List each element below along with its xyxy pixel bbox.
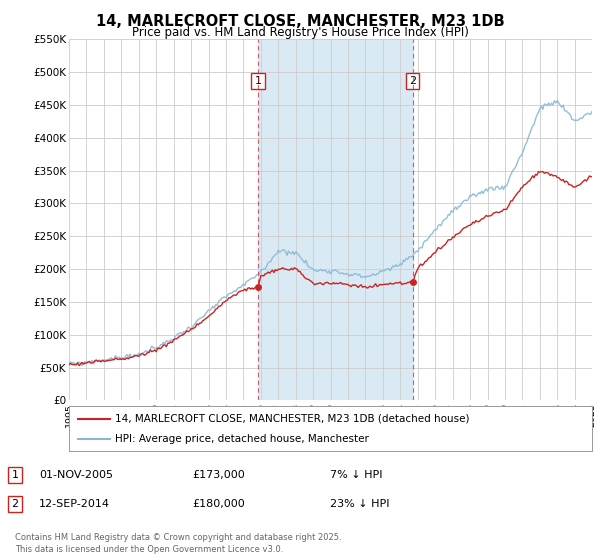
Text: £180,000: £180,000 (192, 499, 245, 509)
Text: 2: 2 (409, 76, 416, 86)
Text: 12-SEP-2014: 12-SEP-2014 (39, 499, 110, 509)
Text: 2: 2 (11, 499, 19, 509)
Text: 14, MARLECROFT CLOSE, MANCHESTER, M23 1DB (detached house): 14, MARLECROFT CLOSE, MANCHESTER, M23 1D… (115, 413, 470, 423)
Text: £173,000: £173,000 (192, 470, 245, 480)
Text: 23% ↓ HPI: 23% ↓ HPI (330, 499, 389, 509)
Text: 1: 1 (254, 76, 262, 86)
Text: 1: 1 (11, 470, 19, 480)
Text: 14, MARLECROFT CLOSE, MANCHESTER, M23 1DB: 14, MARLECROFT CLOSE, MANCHESTER, M23 1D… (95, 14, 505, 29)
Text: HPI: Average price, detached house, Manchester: HPI: Average price, detached house, Manc… (115, 434, 369, 444)
Text: 01-NOV-2005: 01-NOV-2005 (39, 470, 113, 480)
Text: 7% ↓ HPI: 7% ↓ HPI (330, 470, 383, 480)
Text: Contains HM Land Registry data © Crown copyright and database right 2025.
This d: Contains HM Land Registry data © Crown c… (15, 533, 341, 554)
Text: Price paid vs. HM Land Registry's House Price Index (HPI): Price paid vs. HM Land Registry's House … (131, 26, 469, 39)
Bar (258, 39, 413, 400)
